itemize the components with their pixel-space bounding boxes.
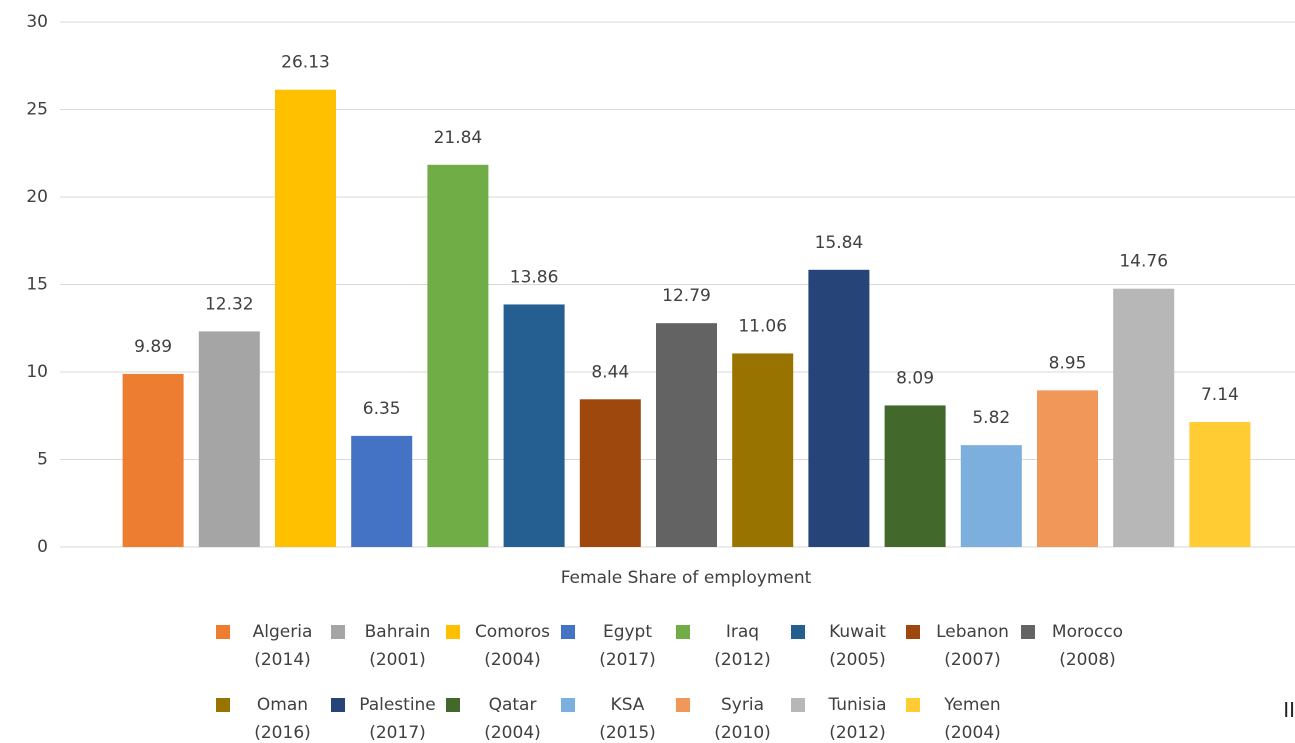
legend-item: Oman (2016): [216, 691, 330, 743]
legend-item: Iraq (2012): [676, 618, 790, 674]
legend-item: Egypt (2017): [561, 618, 675, 674]
legend-item: Tunisia (2012): [791, 691, 905, 743]
legend-swatch: [331, 698, 345, 712]
value-label: 9.89: [134, 337, 172, 357]
value-label: 7.14: [1201, 385, 1239, 405]
bar: [198, 331, 260, 547]
legend-label: Egypt (2017): [599, 622, 656, 670]
bar: [351, 435, 413, 547]
legend-item: Syria (2010): [676, 691, 790, 743]
bar: [1113, 288, 1175, 547]
value-label: 8.09: [896, 368, 934, 388]
legend-label: Syria (2010): [714, 695, 771, 743]
value-label: 12.32: [205, 294, 254, 314]
legend-swatch: [676, 698, 690, 712]
legend-label: Yemen (2004): [944, 695, 1001, 743]
y-tick-label: 30: [26, 12, 48, 32]
legend-label: Qatar (2004): [484, 695, 541, 743]
legend-label: Iraq (2012): [714, 622, 771, 670]
legend-swatch: [216, 625, 230, 639]
legend-swatch: [906, 698, 920, 712]
bar: [1037, 390, 1098, 547]
y-tick-label: 0: [37, 537, 48, 557]
legend-swatch: [676, 625, 690, 639]
value-label: 12.79: [662, 286, 711, 306]
bar: [275, 89, 336, 547]
bar: [808, 269, 870, 547]
legend-item: Palestine (2017): [331, 691, 445, 743]
x-axis-label: Female Share of employment: [561, 568, 812, 588]
legend-label: Algeria (2014): [252, 622, 313, 670]
legend-swatch: [216, 698, 230, 712]
legend-item: Yemen (2004): [906, 691, 1020, 743]
value-label: 14.76: [1119, 252, 1168, 272]
legend-label: Tunisia (2012): [828, 695, 887, 743]
y-tick-label: 5: [37, 450, 48, 470]
bar: [960, 445, 1022, 547]
y-tick-label: 25: [26, 100, 48, 120]
legend-item: Comoros (2004): [446, 618, 560, 674]
legend-item: Qatar (2004): [446, 691, 560, 743]
bar: [579, 399, 641, 547]
legend-swatch: [446, 698, 460, 712]
bar: [122, 373, 184, 547]
legend-swatch: [791, 698, 805, 712]
legend-swatch: [561, 625, 575, 639]
bar: [503, 304, 565, 547]
value-label: 8.95: [1049, 353, 1087, 373]
value-label: 15.84: [815, 233, 864, 253]
y-tick-label: 20: [26, 187, 48, 207]
legend-label: Oman (2016): [254, 695, 311, 743]
legend-label: Palestine (2017): [359, 695, 436, 743]
bar: [884, 405, 946, 547]
value-label: 11.06: [738, 316, 787, 336]
legend-item: Bahrain (2001): [331, 618, 445, 674]
legend-label: Lebanon (2007): [936, 622, 1009, 670]
legend-swatch: [791, 625, 805, 639]
legend-swatch: [906, 625, 920, 639]
legend-label: Bahrain (2001): [364, 622, 431, 670]
legend-swatch: [331, 625, 345, 639]
legend-item: Morocco (2008): [1021, 618, 1135, 674]
bar: [656, 323, 717, 547]
legend-item: Kuwait (2005): [791, 618, 905, 674]
legend-label: Morocco (2008): [1051, 622, 1124, 670]
value-label: 13.86: [510, 267, 559, 287]
legend-swatch: [446, 625, 460, 639]
legend-swatch: [1021, 625, 1035, 639]
bar: [1189, 422, 1251, 547]
bar: [732, 353, 794, 547]
value-label: 26.13: [281, 53, 330, 73]
y-tick-label: 15: [26, 275, 48, 295]
bar: [427, 164, 489, 548]
y-tick-label: 10: [26, 362, 48, 382]
legend-label: KSA (2015): [599, 695, 656, 743]
legend-item: KSA (2015): [561, 691, 675, 743]
value-label: 8.44: [591, 362, 629, 382]
legend-label: Kuwait (2005): [829, 622, 886, 670]
value-label: 5.82: [972, 408, 1010, 428]
legend-item: Lebanon (2007): [906, 618, 1020, 674]
value-label: 6.35: [363, 399, 401, 419]
annotation: II: [1283, 698, 1295, 722]
legend-swatch: [561, 698, 575, 712]
legend-item: Algeria (2014): [216, 618, 330, 674]
value-label: 21.84: [434, 128, 483, 148]
legend-label: Comoros (2004): [474, 622, 551, 670]
